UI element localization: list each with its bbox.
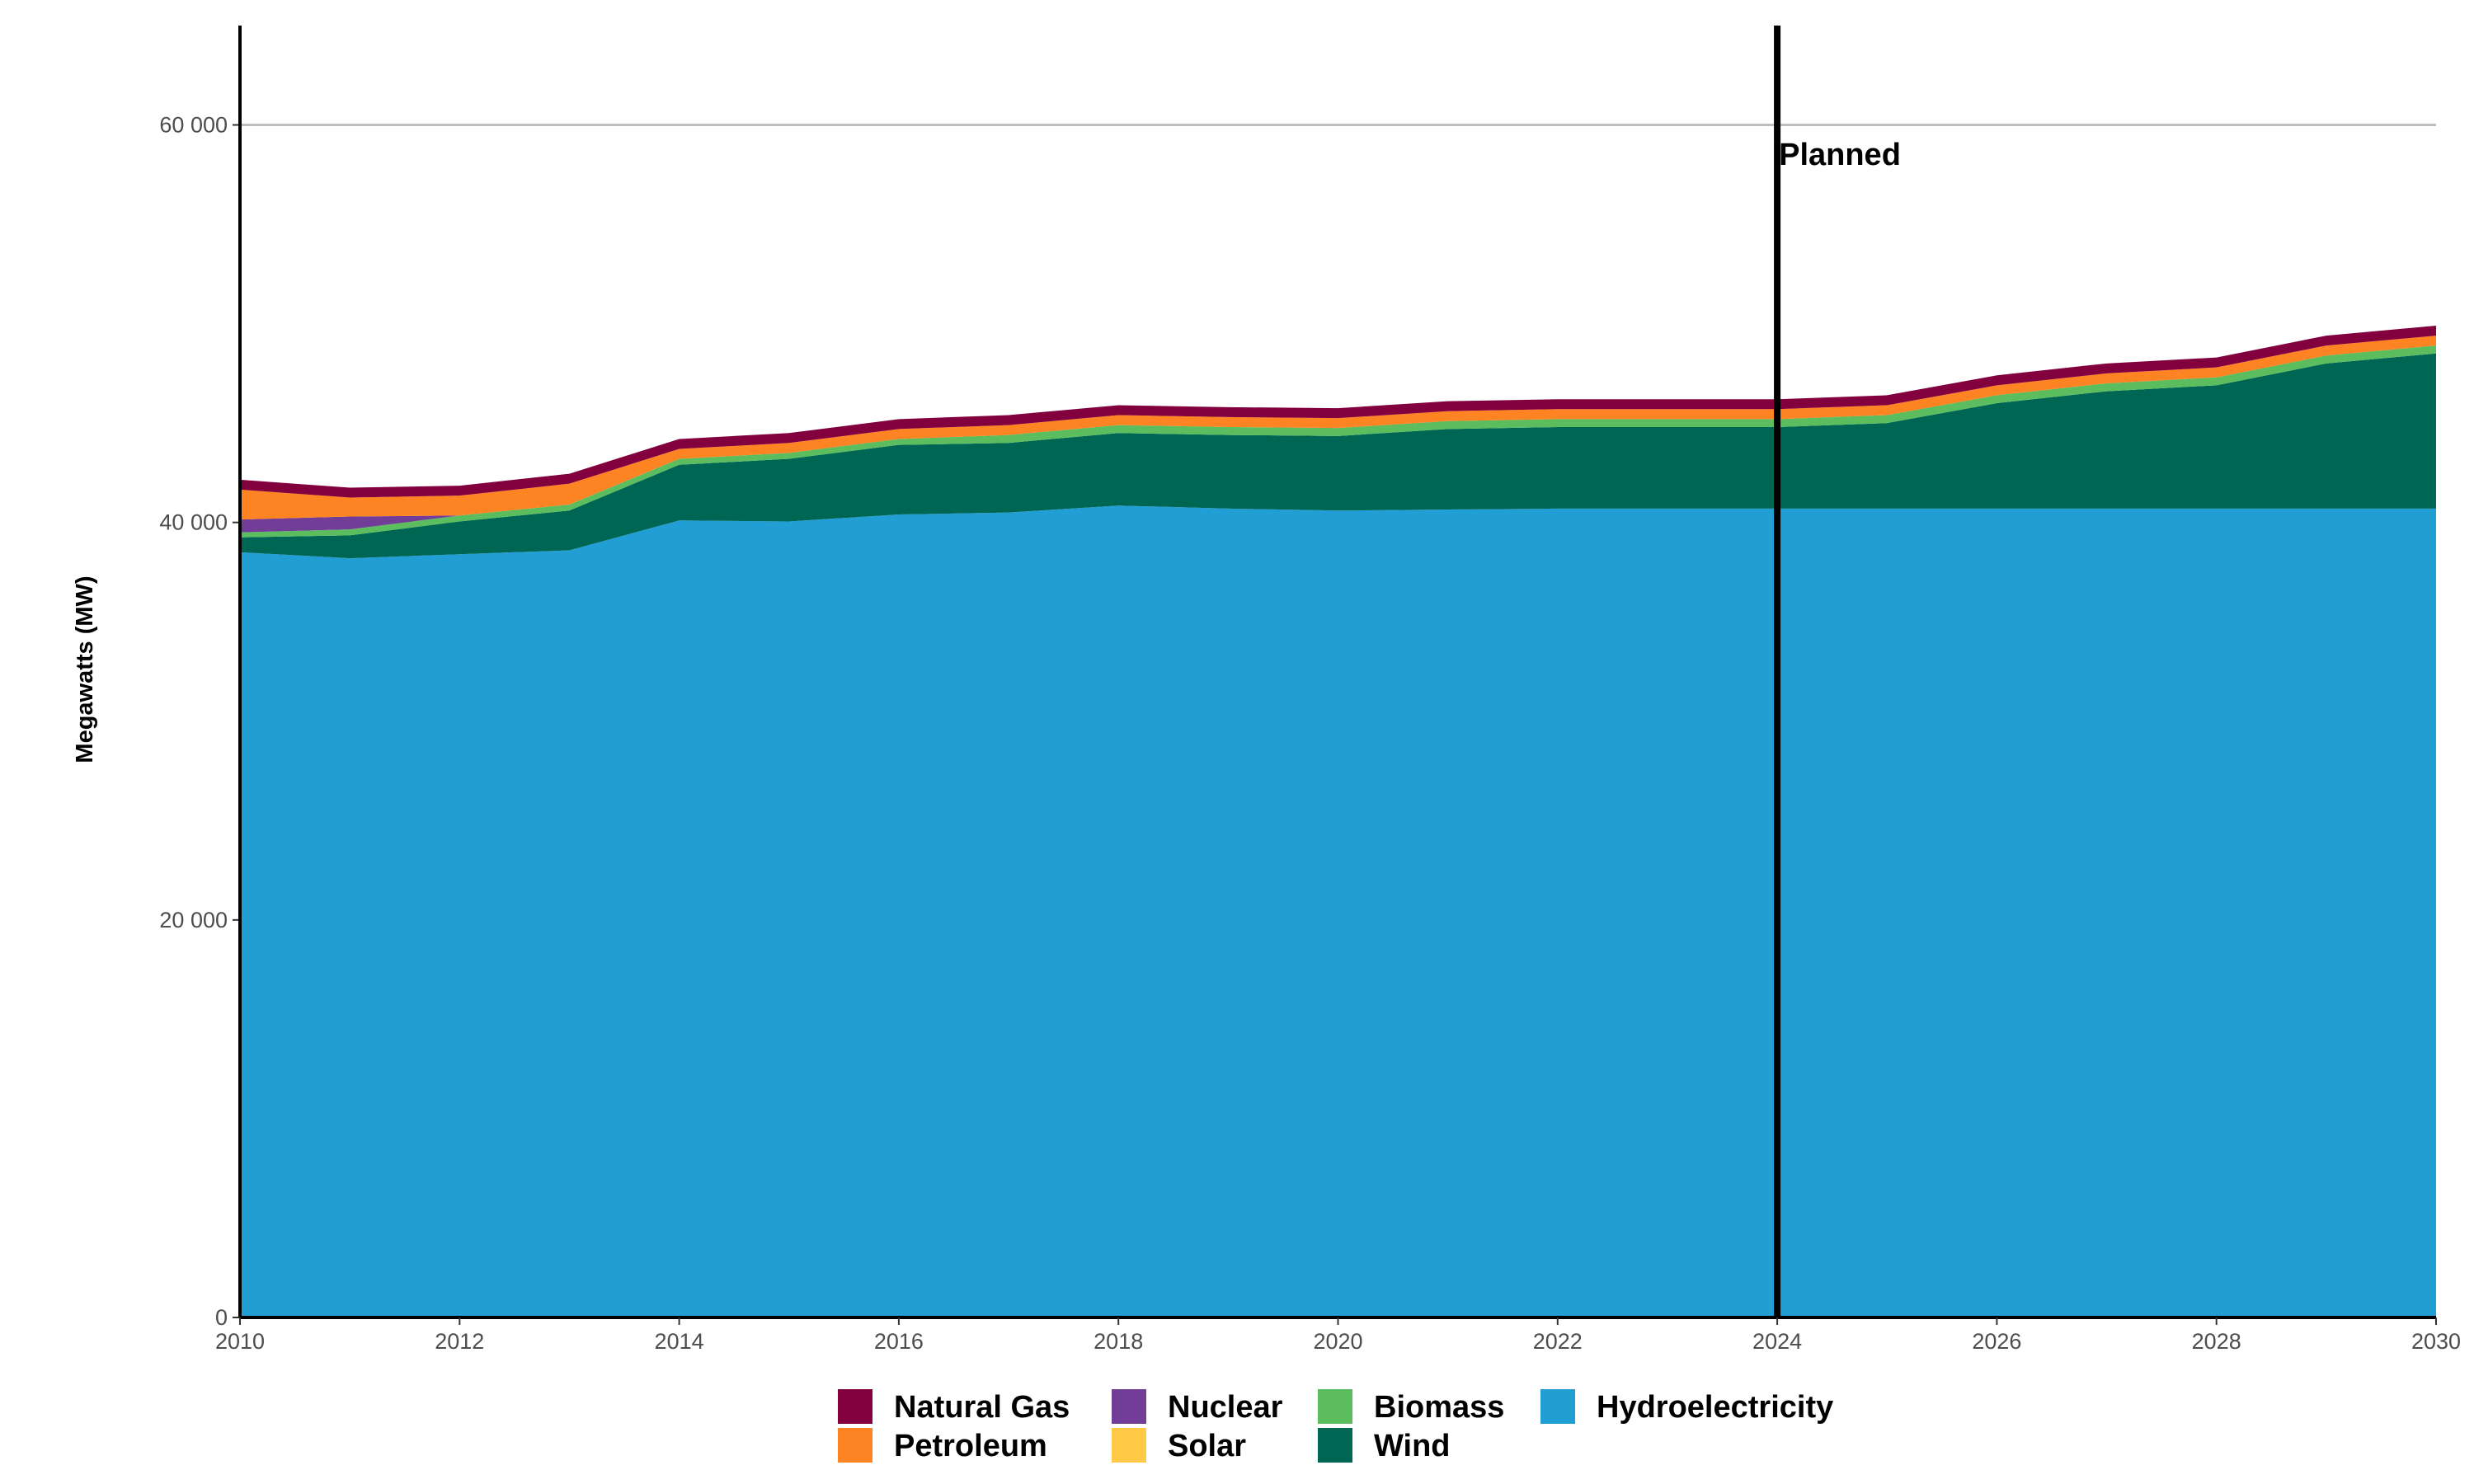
area: [240, 345, 2436, 538]
area: [240, 326, 2436, 498]
x-tick-label: 2020: [1313, 1329, 1362, 1354]
x-tick-label: 2028: [2192, 1329, 2241, 1354]
x-tick-label: 2012: [435, 1329, 484, 1354]
x-tick-label: 2030: [2411, 1329, 2461, 1354]
x-tick-label: 2026: [1972, 1329, 2021, 1354]
y-tick-label: 40 000: [159, 510, 228, 535]
legend-label: Natural Gas: [894, 1390, 1070, 1425]
x-tick-label: 2018: [1094, 1329, 1143, 1354]
legend-label: Petroleum: [894, 1429, 1047, 1463]
legend-label: Biomass: [1374, 1390, 1504, 1425]
legend-swatch: [1540, 1389, 1575, 1424]
legend-swatch: [1112, 1428, 1146, 1463]
x-tick-label: 2010: [215, 1329, 265, 1354]
x-tick-label: 2016: [874, 1329, 924, 1354]
y-tick-label: 0: [215, 1305, 228, 1330]
legend-label: Nuclear: [1168, 1390, 1283, 1425]
x-tick-label: 2014: [655, 1329, 704, 1354]
area: [240, 505, 2436, 1317]
x-tick-label: 2022: [1533, 1329, 1583, 1354]
annotation-label: Planned: [1779, 138, 1901, 172]
legend-label: Hydroelectricity: [1597, 1390, 1833, 1425]
x-tick-label: 2024: [1752, 1329, 1802, 1354]
legend-swatch: [838, 1389, 872, 1424]
y-axis-label: Megawatts (MW): [72, 575, 98, 763]
y-tick-label: 60 000: [159, 113, 228, 138]
area: [240, 353, 2436, 559]
legend-label: Wind: [1374, 1429, 1451, 1463]
legend-swatch: [838, 1428, 872, 1463]
legend-label: Solar: [1168, 1429, 1246, 1463]
legend-swatch: [1112, 1389, 1146, 1424]
area: [240, 336, 2436, 520]
y-tick-label: 20 000: [159, 908, 228, 932]
legend-swatch: [1318, 1428, 1352, 1463]
legend-swatch: [1318, 1389, 1352, 1424]
